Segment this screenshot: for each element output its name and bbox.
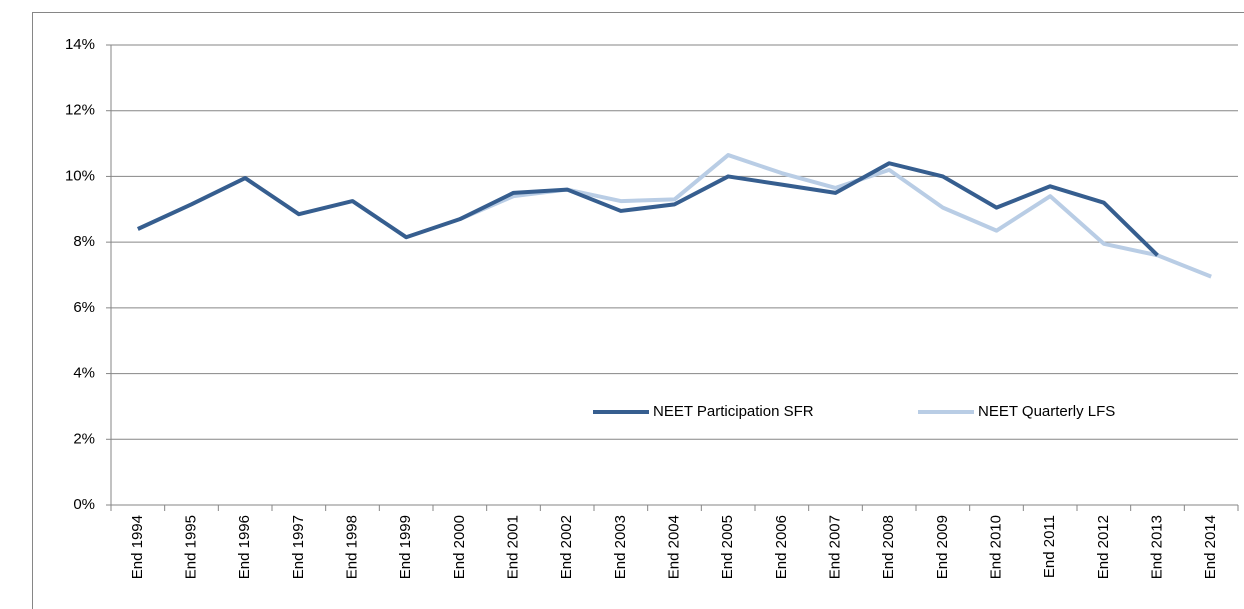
x-tick-label: End 2007 bbox=[826, 515, 843, 579]
y-tick-label: 8% bbox=[73, 233, 95, 250]
x-tick-label: End 2008 bbox=[880, 515, 897, 579]
x-tick-label: End 1997 bbox=[290, 515, 307, 579]
series-line bbox=[459, 153, 1212, 279]
y-tick-label: 0% bbox=[73, 496, 95, 513]
x-tick-label: End 2012 bbox=[1095, 515, 1112, 579]
y-tick-label: 14% bbox=[65, 36, 95, 53]
series-line bbox=[136, 161, 1159, 257]
x-tick-label: End 1994 bbox=[129, 515, 146, 579]
x-tick-label: End 2004 bbox=[665, 515, 682, 579]
y-tick-label: 6% bbox=[73, 299, 95, 316]
x-tick-label: End 2011 bbox=[1041, 515, 1058, 578]
x-tick-label: End 1996 bbox=[236, 515, 253, 579]
y-tick-label: 12% bbox=[65, 102, 95, 119]
legend-label: NEET Participation SFR bbox=[653, 403, 814, 420]
x-tick-label: End 2010 bbox=[987, 515, 1004, 579]
x-tick-label: End 2013 bbox=[1148, 515, 1165, 579]
x-tick-label: End 1999 bbox=[397, 515, 414, 579]
y-tick-label: 4% bbox=[73, 365, 95, 382]
x-tick-label: End 1998 bbox=[343, 515, 360, 579]
legend-label: NEET Quarterly LFS bbox=[978, 403, 1115, 420]
y-tick-label: 2% bbox=[73, 430, 95, 447]
y-tick-label: 10% bbox=[65, 167, 95, 184]
x-tick-label: End 2001 bbox=[504, 515, 521, 579]
x-tick-label: End 2006 bbox=[773, 515, 790, 579]
x-tick-label: End 1995 bbox=[182, 515, 199, 579]
x-tick-label: End 2009 bbox=[934, 515, 951, 579]
chart-border bbox=[32, 12, 1244, 609]
x-tick-label: End 2000 bbox=[451, 515, 468, 579]
x-tick-label: End 2005 bbox=[719, 515, 736, 579]
x-tick-label: End 2002 bbox=[558, 515, 575, 579]
x-tick-label: End 2014 bbox=[1202, 515, 1219, 579]
x-tick-label: End 2003 bbox=[612, 515, 629, 579]
